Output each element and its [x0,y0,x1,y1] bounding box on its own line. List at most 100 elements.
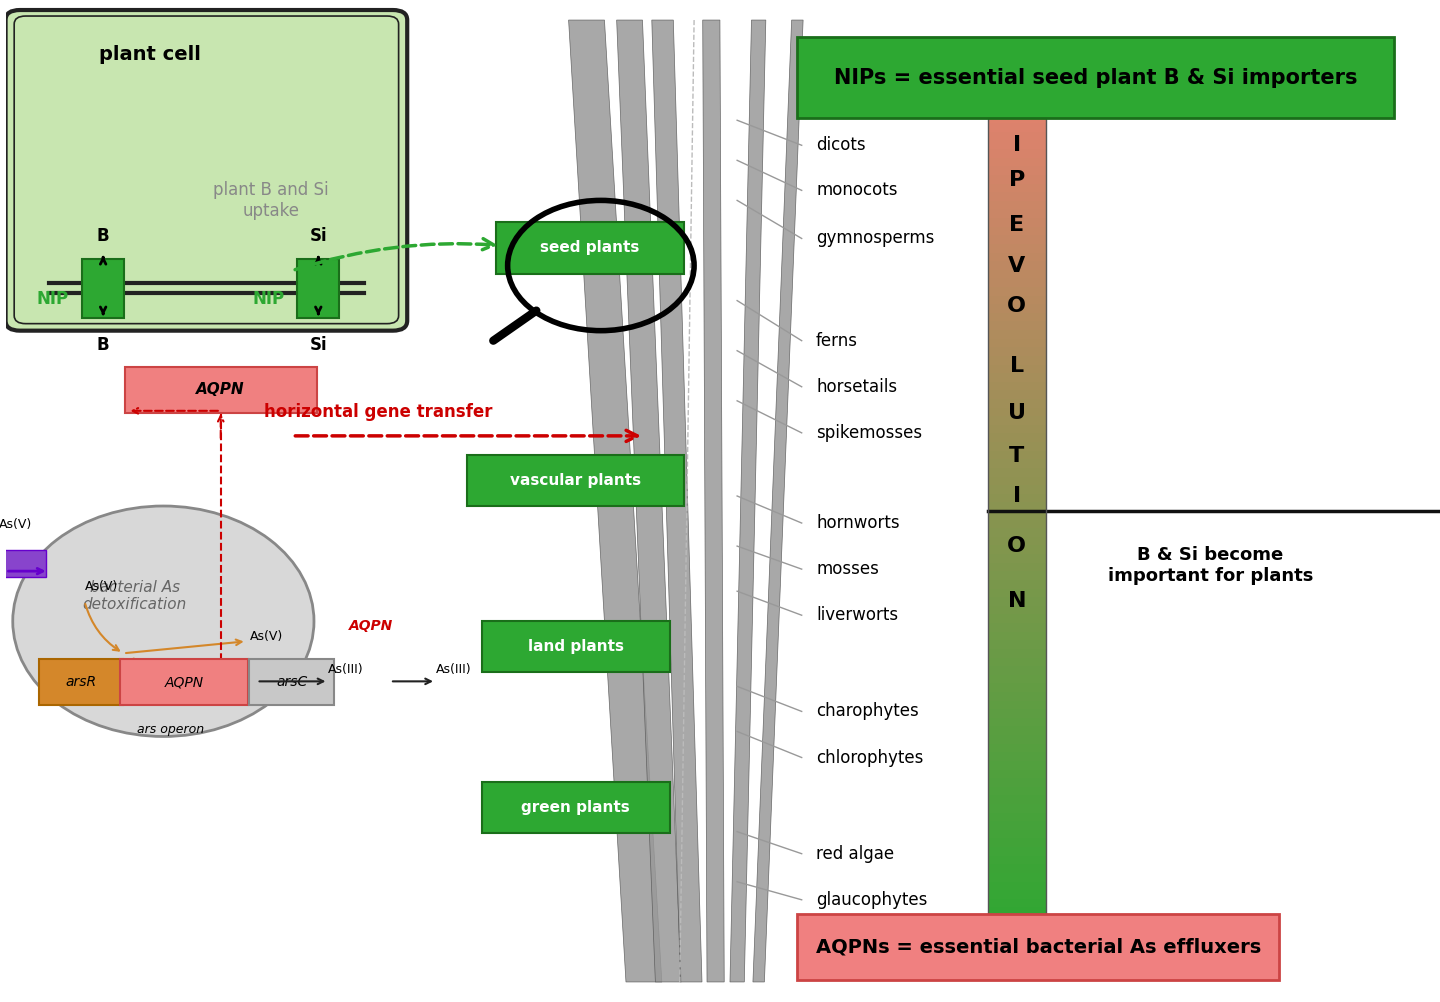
Bar [988,330,1045,339]
Text: plant cell: plant cell [99,45,200,64]
Text: B & Si become
important for plants: B & Si become important for plants [1107,546,1313,585]
Bar [988,494,1045,502]
FancyBboxPatch shape [468,455,684,506]
Text: vascular plants: vascular plants [510,473,641,488]
Text: B: B [96,227,109,245]
Text: spikemosses: spikemosses [816,424,922,442]
Polygon shape [652,20,701,982]
Bar [988,140,1045,149]
Bar [988,873,1045,882]
Bar [988,692,1045,700]
Text: gymnosperms: gymnosperms [816,229,935,247]
FancyBboxPatch shape [298,259,338,318]
Polygon shape [703,20,724,982]
Bar [988,270,1045,279]
Bar [988,80,1045,89]
Polygon shape [730,20,766,982]
Text: U: U [1008,403,1025,423]
Text: horsetails: horsetails [816,378,897,396]
Bar [988,908,1045,916]
Bar [988,434,1045,442]
Text: AQPN: AQPN [350,619,393,633]
Bar [988,779,1045,787]
Text: P: P [1009,170,1025,190]
Bar [988,709,1045,717]
Bar [988,683,1045,692]
Text: NIP: NIP [37,290,69,308]
Bar [988,580,1045,588]
Bar [988,391,1045,399]
Bar [988,287,1045,296]
Bar [988,804,1045,813]
Bar [988,753,1045,761]
Bar [988,382,1045,391]
Bar [988,468,1045,477]
Text: plant B and Si
uptake: plant B and Si uptake [213,181,328,219]
Text: liverworts: liverworts [816,606,899,624]
Bar [988,279,1045,287]
Bar [988,218,1045,226]
Bar [988,442,1045,451]
Bar [988,166,1045,175]
Text: ars operon: ars operon [137,723,204,736]
Bar [988,459,1045,468]
Polygon shape [616,20,681,982]
Bar [988,847,1045,856]
Polygon shape [569,20,662,982]
Bar [988,606,1045,614]
Bar [988,588,1045,597]
Bar [988,882,1045,890]
Bar [988,865,1045,873]
Bar [988,80,1045,942]
Bar [988,313,1045,322]
Text: As(III): As(III) [436,663,471,675]
Bar [988,545,1045,554]
Bar [988,149,1045,157]
Bar [988,787,1045,796]
Bar [988,235,1045,243]
Text: Si: Si [310,336,327,354]
Bar [988,485,1045,494]
Text: monocots: monocots [816,181,897,199]
Bar [988,416,1045,425]
Bar [988,700,1045,709]
Bar [988,925,1045,933]
Bar [988,726,1045,735]
Text: NIPs = essential seed plant B & Si importers: NIPs = essential seed plant B & Si impor… [834,68,1358,87]
Bar [988,597,1045,606]
Bar [988,735,1045,743]
Bar [988,856,1045,865]
Bar [988,209,1045,218]
Text: B: B [96,336,109,354]
Bar [988,890,1045,899]
Text: horizontal gene transfer: horizontal gene transfer [264,403,492,421]
Bar [988,666,1045,674]
Text: dicots: dicots [816,136,865,154]
Bar [988,537,1045,545]
Bar [988,183,1045,192]
Text: I: I [1012,135,1021,155]
Text: glaucophytes: glaucophytes [816,891,927,909]
Text: O: O [1008,536,1027,556]
Bar [988,132,1045,140]
Text: As(V): As(V) [85,580,118,592]
Bar [988,554,1045,563]
FancyBboxPatch shape [482,621,670,672]
Bar [988,253,1045,262]
FancyBboxPatch shape [39,659,124,705]
Text: arsR: arsR [65,675,96,689]
FancyBboxPatch shape [497,222,684,274]
Text: AQPN: AQPN [164,675,203,689]
Bar [988,623,1045,631]
FancyBboxPatch shape [82,259,124,318]
Bar [988,97,1045,106]
Text: T: T [1009,446,1024,466]
Text: seed plants: seed plants [540,240,639,256]
Bar [988,123,1045,132]
Bar [988,226,1045,235]
Bar [988,373,1045,382]
Bar [988,631,1045,640]
Bar [988,649,1045,657]
Bar [988,408,1045,416]
Bar [988,243,1045,253]
